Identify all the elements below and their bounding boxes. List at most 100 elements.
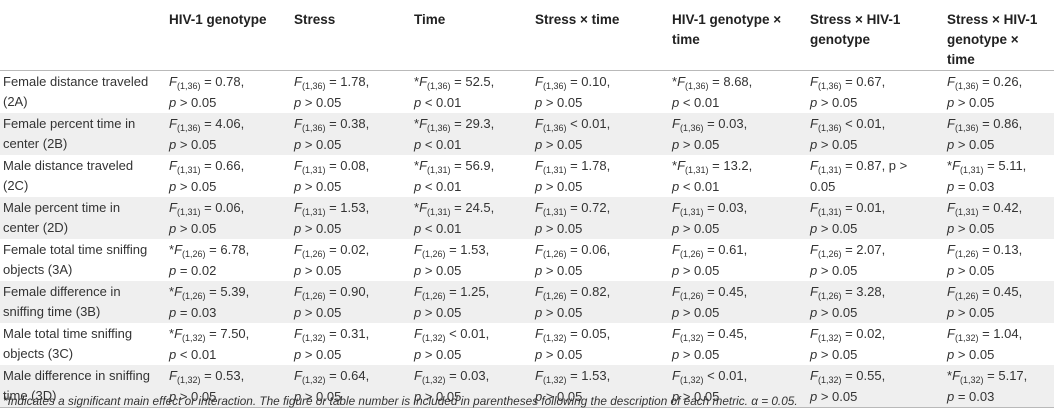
f-statistic: F(1,32) = 1.53,: [535, 366, 662, 387]
stat-letter: F: [294, 200, 302, 215]
p-value: p > 0.05: [810, 137, 858, 152]
stat-cell: *F(1,36) = 8.68, p < 0.01: [666, 71, 804, 114]
p-value: p > 0.05: [947, 263, 995, 278]
metric-label: Female total time sniffing objects (3A): [3, 242, 148, 277]
stat-letter: F: [810, 116, 818, 131]
stat-value: = 0.05,: [566, 326, 611, 341]
p-value: p = 0.02: [169, 263, 217, 278]
stat-cell: *F(1,31) = 24.5, p < 0.01: [408, 197, 529, 239]
stat-cell: F(1,26) = 1.25, p > 0.05: [408, 281, 529, 323]
table-row: Male percent time in center (2D) F(1,31) …: [0, 197, 1054, 239]
degrees-of-freedom: (1,26): [817, 291, 842, 301]
header-row: HIV-1 genotype Stress Time Stress × time HIV…: [0, 0, 1054, 71]
p-value: p > 0.05: [414, 305, 462, 320]
p-value: p > 0.05: [672, 305, 720, 320]
stat-letter: F: [947, 242, 955, 257]
stat-cell: F(1,26) = 2.07, p > 0.05: [804, 239, 941, 281]
p-value: p > 0.05: [294, 347, 342, 362]
stat-value: = 1.53,: [566, 368, 611, 383]
stat-letter: F: [294, 158, 302, 173]
degrees-of-freedom: (1,31): [954, 207, 979, 217]
p-value: 0.05: [810, 179, 836, 194]
stat-value: = 52.5,: [450, 74, 495, 89]
stat-cell: F(1,32) = 1.04, p > 0.05: [941, 323, 1054, 365]
stat-letter: F: [947, 326, 955, 341]
f-statistic: F(1,26) = 1.25,: [414, 282, 525, 303]
f-statistic: *F(1,36) = 52.5,: [414, 72, 525, 93]
stat-cell: F(1,36) = 0.67, p > 0.05: [804, 71, 941, 114]
stat-letter: F: [294, 242, 302, 257]
p-value: p > 0.05: [672, 263, 720, 278]
stat-letter: F: [810, 74, 818, 89]
stat-letter: F: [414, 326, 422, 341]
stat-value: = 7.50,: [205, 326, 250, 341]
p-value: p < 0.01: [672, 179, 720, 194]
significance-marker: *: [672, 74, 678, 89]
stat-cell: F(1,31) = 0.66, p > 0.05: [163, 155, 288, 197]
p-value: p = 0.03: [947, 179, 995, 194]
stat-value: = 1.53,: [325, 200, 370, 215]
metric-label: Female distance traveled (2A): [3, 74, 149, 109]
stat-cell: F(1,31) = 0.03, p > 0.05: [666, 197, 804, 239]
f-statistic: F(1,31) = 0.01,: [810, 198, 937, 219]
degrees-of-freedom: (1,31): [817, 207, 842, 217]
f-statistic: F(1,36) = 1.78,: [294, 72, 404, 93]
degrees-of-freedom: (1,32): [542, 333, 567, 343]
stat-cell: F(1,26) = 0.45, p > 0.05: [666, 281, 804, 323]
f-statistic: F(1,26) = 0.45,: [947, 282, 1050, 303]
f-statistic: *F(1,31) = 13.2,: [672, 156, 800, 177]
p-value: p > 0.05: [672, 389, 720, 404]
stat-cell: F(1,26) = 3.28, p > 0.05: [804, 281, 941, 323]
degrees-of-freedom: (1,26): [301, 249, 326, 259]
f-statistic: F(1,31) = 1.78,: [535, 156, 662, 177]
table-row: Male difference in sniffing time (3D) F(1…: [0, 365, 1054, 408]
degrees-of-freedom: (1,36): [685, 81, 709, 91]
stat-letter: F: [947, 74, 955, 89]
stat-cell: *F(1,26) = 5.39, p = 0.03: [163, 281, 288, 323]
stat-cell: F(1,26) = 1.53, p > 0.05: [408, 239, 529, 281]
metric-label: Male distance traveled (2C): [3, 158, 134, 193]
f-statistic: F(1,32) = 0.53,: [169, 366, 284, 387]
stat-letter: F: [672, 326, 680, 341]
f-statistic: F(1,32) = 0.55,: [810, 366, 937, 387]
stat-value: = 5.17,: [983, 368, 1028, 383]
stat-value: = 0.45,: [703, 326, 748, 341]
f-statistic: F(1,26) = 0.06,: [535, 240, 662, 261]
degrees-of-freedom: (1,36): [817, 81, 842, 91]
stat-cell: *F(1,31) = 5.11, p = 0.03: [941, 155, 1054, 197]
degrees-of-freedom: (1,26): [817, 249, 842, 259]
f-statistic: F(1,36) = 0.67,: [810, 72, 937, 93]
stat-value: < 0.01,: [566, 116, 611, 131]
significance-marker: *: [169, 284, 175, 299]
degrees-of-freedom: (1,26): [954, 291, 979, 301]
stat-letter: F: [169, 200, 177, 215]
f-statistic: *F(1,36) = 8.68,: [672, 72, 800, 93]
f-statistic: F(1,36) < 0.01,: [535, 114, 662, 135]
p-value: p > 0.05: [294, 179, 342, 194]
f-statistic: F(1,26) = 3.28,: [810, 282, 937, 303]
stat-letter: F: [535, 74, 543, 89]
stat-value: = 1.78,: [325, 74, 370, 89]
stat-letter: F: [952, 158, 961, 173]
f-statistic: F(1,32) = 0.05,: [535, 324, 662, 345]
p-value: p = 0.03: [947, 389, 995, 404]
stat-letter: F: [535, 116, 543, 131]
stat-value: = 0.10,: [566, 74, 611, 89]
degrees-of-freedom: (1,32): [954, 333, 979, 343]
stat-value: = 0.87, p >: [841, 158, 908, 173]
stat-cell: F(1,32) < 0.01, p > 0.05: [666, 365, 804, 408]
p-value: p < 0.01: [414, 95, 462, 110]
stat-cell: *F(1,36) = 52.5, p < 0.01: [408, 71, 529, 114]
f-statistic: F(1,31) = 0.42,: [947, 198, 1050, 219]
p-value: p > 0.05: [535, 263, 583, 278]
degrees-of-freedom: (1,26): [542, 249, 567, 259]
stat-letter: F: [535, 200, 543, 215]
stat-letter: F: [294, 74, 302, 89]
stat-letter: F: [672, 116, 680, 131]
degrees-of-freedom: (1,32): [301, 333, 326, 343]
stat-letter: F: [535, 368, 543, 383]
table-row: Female percent time in center (2B) F(1,36…: [0, 113, 1054, 155]
stat-letter: F: [174, 284, 183, 299]
stat-value: = 0.90,: [325, 284, 370, 299]
